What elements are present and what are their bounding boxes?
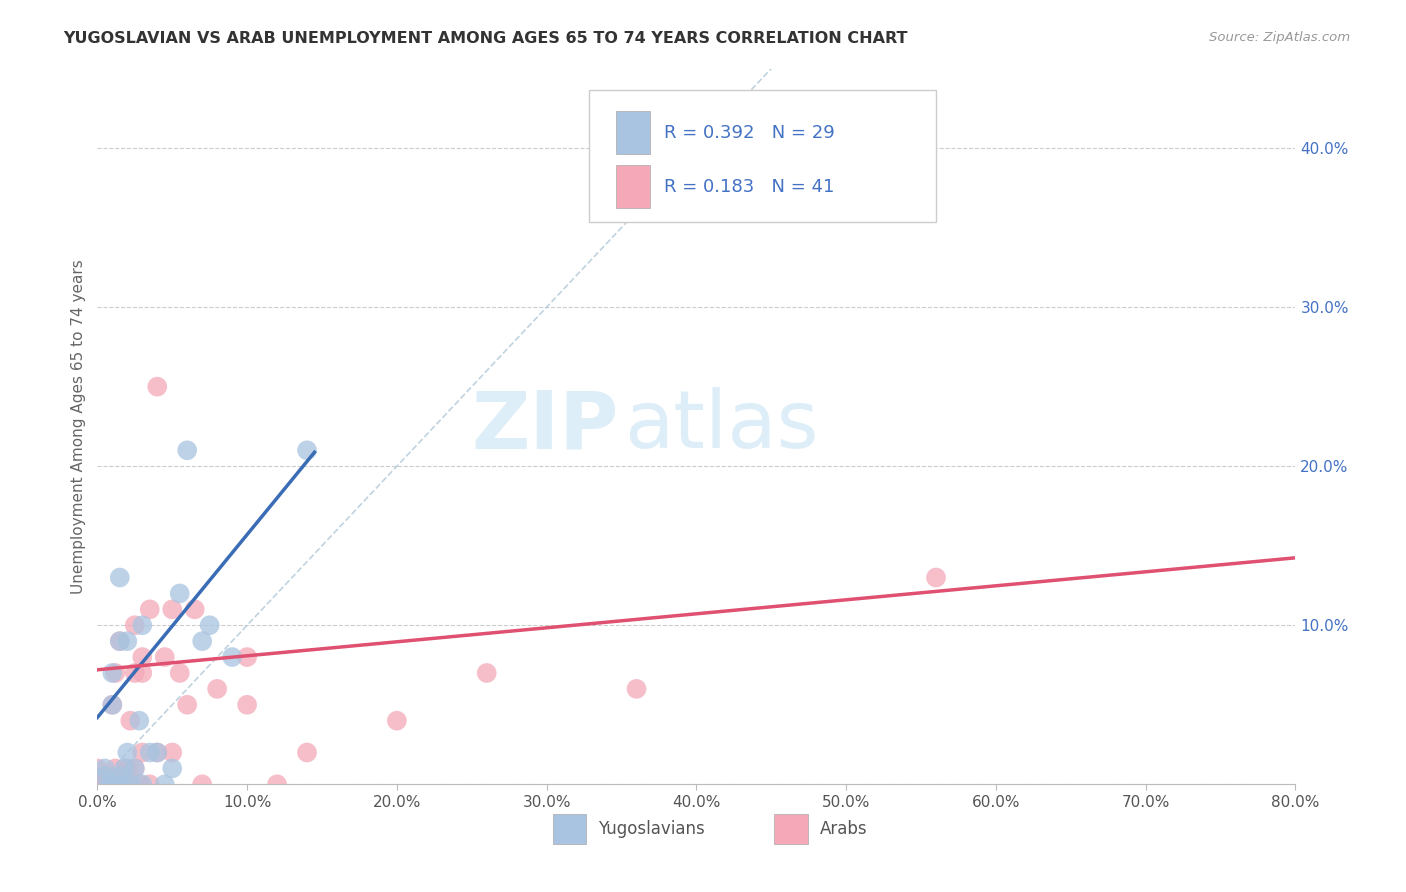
Point: [112, 761, 135, 775]
Point: [236, 698, 259, 712]
FancyBboxPatch shape: [589, 90, 936, 222]
Point: [295, 443, 318, 458]
Point: [146, 746, 169, 760]
Point: [101, 698, 124, 712]
Point: [153, 777, 176, 791]
Point: [120, 777, 142, 791]
FancyBboxPatch shape: [616, 165, 650, 208]
Point: [108, 777, 131, 791]
Point: [112, 777, 135, 791]
Point: [98, 777, 121, 791]
Point: [139, 777, 162, 791]
Point: [117, 761, 139, 775]
FancyBboxPatch shape: [775, 814, 808, 844]
Point: [94, 777, 117, 791]
Point: [146, 379, 169, 393]
Point: [108, 634, 131, 648]
Point: [176, 443, 198, 458]
Point: [128, 777, 150, 791]
Y-axis label: Unemployment Among Ages 65 to 74 years: Unemployment Among Ages 65 to 74 years: [72, 259, 86, 594]
Text: R = 0.183   N = 41: R = 0.183 N = 41: [664, 178, 834, 195]
Point: [104, 761, 127, 775]
Text: YUGOSLAVIAN VS ARAB UNEMPLOYMENT AMONG AGES 65 TO 74 YEARS CORRELATION CHART: YUGOSLAVIAN VS ARAB UNEMPLOYMENT AMONG A…: [63, 31, 908, 46]
Text: ZIP: ZIP: [471, 387, 619, 466]
FancyBboxPatch shape: [616, 112, 650, 154]
Point: [124, 761, 146, 775]
Point: [117, 777, 139, 791]
Point: [124, 618, 146, 632]
Point: [94, 761, 117, 775]
Point: [101, 777, 124, 791]
Point: [101, 698, 124, 712]
Point: [183, 602, 205, 616]
Point: [236, 650, 259, 665]
Text: Yugoslavians: Yugoslavians: [598, 821, 704, 838]
Text: R = 0.392   N = 29: R = 0.392 N = 29: [664, 124, 835, 142]
Point: [124, 761, 146, 775]
Point: [108, 570, 131, 584]
Point: [131, 618, 153, 632]
Point: [139, 602, 162, 616]
Point: [131, 746, 153, 760]
Point: [198, 618, 221, 632]
Point: [128, 714, 150, 728]
Point: [205, 681, 228, 696]
Point: [385, 714, 408, 728]
Point: [139, 746, 162, 760]
Point: [86, 777, 108, 791]
Text: atlas: atlas: [624, 387, 818, 466]
Point: [94, 769, 117, 783]
Point: [191, 634, 214, 648]
Point: [169, 665, 191, 680]
Point: [108, 769, 131, 783]
Point: [131, 650, 153, 665]
Point: [266, 777, 288, 791]
Point: [176, 698, 198, 712]
Point: [120, 714, 142, 728]
Text: Source: ZipAtlas.com: Source: ZipAtlas.com: [1209, 31, 1350, 45]
Point: [221, 650, 243, 665]
Point: [124, 665, 146, 680]
Point: [86, 761, 108, 775]
Point: [112, 777, 135, 791]
Point: [101, 777, 124, 791]
Point: [117, 634, 139, 648]
Point: [153, 650, 176, 665]
Point: [475, 665, 498, 680]
Point: [104, 777, 127, 791]
Point: [146, 746, 169, 760]
Point: [160, 746, 183, 760]
Point: [117, 746, 139, 760]
Point: [108, 634, 131, 648]
Point: [104, 665, 127, 680]
Point: [295, 746, 318, 760]
Point: [98, 777, 121, 791]
Point: [626, 681, 648, 696]
Point: [101, 665, 124, 680]
Point: [169, 586, 191, 600]
Point: [160, 761, 183, 775]
Point: [191, 777, 214, 791]
Point: [160, 602, 183, 616]
FancyBboxPatch shape: [553, 814, 586, 844]
Text: Arabs: Arabs: [820, 821, 868, 838]
Point: [131, 777, 153, 791]
Point: [131, 665, 153, 680]
Point: [925, 570, 948, 584]
